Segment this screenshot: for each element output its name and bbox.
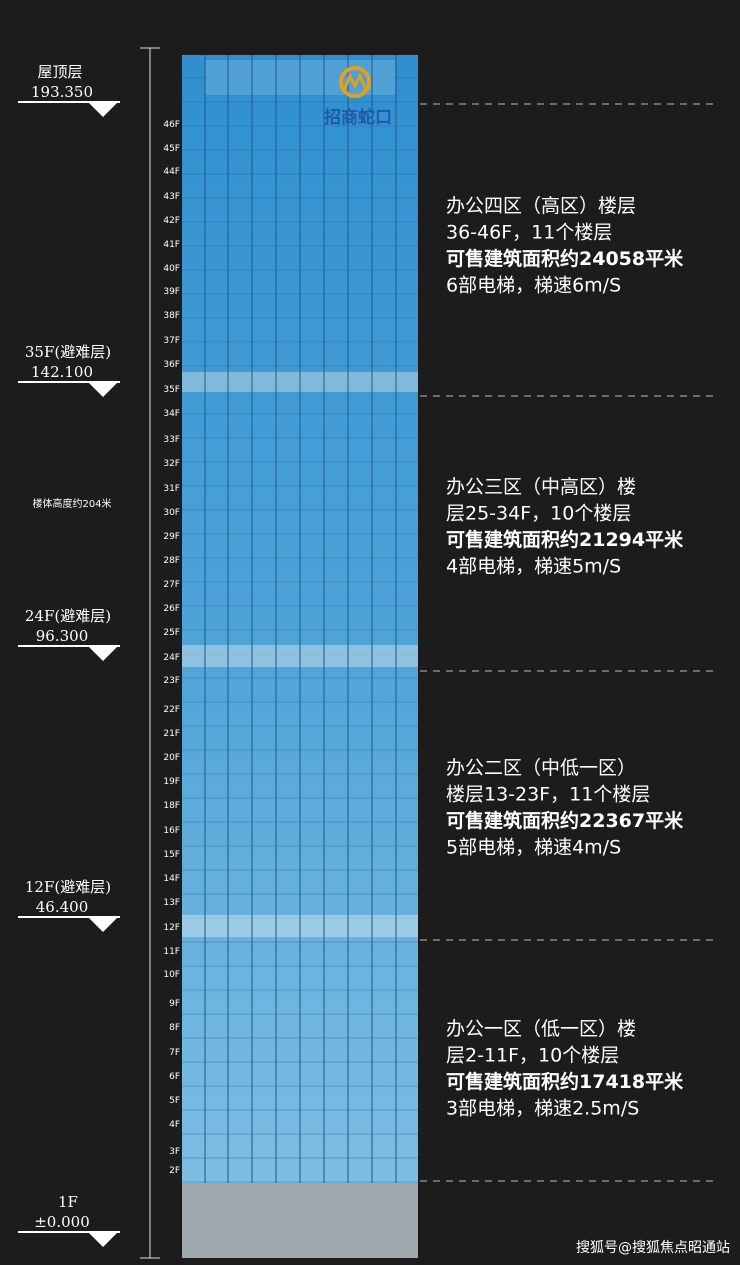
zone-line: 办公一区（低一区）楼	[446, 1018, 636, 1040]
marker-elevation: 96.300	[36, 627, 89, 645]
marker-elevation: 142.100	[31, 363, 93, 381]
scale-line	[140, 47, 160, 1259]
watermark: 搜狐号@搜狐焦点昭通站	[576, 1240, 730, 1256]
floor-label: 42F	[163, 216, 180, 226]
floor-label: 3F	[169, 1147, 180, 1157]
zone-line: 办公四区（高区）楼层	[446, 195, 636, 217]
floor-label: 30F	[163, 508, 180, 518]
floor-label: 29F	[163, 532, 180, 542]
marker-arrow	[88, 382, 118, 397]
floor-label: 9F	[169, 999, 180, 1009]
marker-arrow	[88, 646, 118, 661]
zone-line: 层2-11F，10个楼层	[446, 1045, 619, 1067]
marker-label: 1F	[58, 1193, 78, 1211]
floor-label: 34F	[163, 409, 180, 419]
floor-label: 32F	[163, 459, 180, 469]
floor-label: 20F	[163, 753, 180, 763]
marker-label: 35F(避难层)	[25, 343, 111, 361]
zone-line: 楼层13-23F，11个楼层	[446, 784, 650, 806]
marker-label: 屋顶层	[37, 63, 82, 81]
floor-label: 13F	[163, 898, 180, 908]
height-note: 楼体高度约204米	[32, 497, 111, 510]
marker-arrow	[88, 917, 118, 932]
floor-label: 25F	[163, 628, 180, 638]
zone-line: 4部电梯，梯速5m/S	[446, 556, 621, 578]
marker-elevation: 46.400	[36, 898, 89, 916]
floor-label: 12F	[163, 923, 180, 933]
floor-label: 43F	[163, 192, 180, 202]
zone-line: 办公二区（中低一区）	[446, 757, 636, 779]
floor-label: 7F	[169, 1048, 180, 1058]
floor-label: 21F	[163, 729, 180, 739]
floor-label: 41F	[163, 240, 180, 250]
floor-label: 8F	[169, 1023, 180, 1033]
floor-label: 16F	[163, 826, 180, 836]
zone-line: 可售建筑面积约21294平米	[446, 528, 684, 551]
floor-label: 46F	[163, 120, 180, 130]
floor-label: 4F	[169, 1120, 180, 1130]
marker-arrow	[88, 102, 118, 117]
zone-line: 可售建筑面积约24058平米	[446, 247, 684, 270]
floor-label: 26F	[163, 604, 180, 614]
floor-label: 18F	[163, 801, 180, 811]
floor-label: 24F	[163, 653, 180, 663]
floor-label: 37F	[163, 336, 180, 346]
building	[182, 55, 418, 1258]
floor-label: 35F	[163, 385, 180, 395]
floor-label: 31F	[163, 484, 180, 494]
floor-label: 27F	[163, 580, 180, 590]
floor-label: 38F	[163, 311, 180, 321]
floor-label: 19F	[163, 777, 180, 787]
floor-label: 45F	[163, 144, 180, 154]
zone-line: 36-46F，11个楼层	[446, 222, 612, 244]
marker-elevation: ±0.000	[34, 1213, 90, 1231]
zone-line: 办公三区（中高区）楼	[446, 476, 636, 498]
floor-label: 6F	[169, 1072, 180, 1082]
floor-label: 14F	[163, 874, 180, 884]
marker-label: 24F(避难层)	[25, 607, 111, 625]
floor-label: 22F	[163, 705, 180, 715]
zone-line: 5部电梯，梯速4m/S	[446, 837, 621, 859]
marker-label: 12F(避难层)	[25, 878, 111, 896]
floor-label: 36F	[163, 360, 180, 370]
floor-label: 33F	[163, 435, 180, 445]
floor-label: 28F	[163, 556, 180, 566]
zone-line: 6部电梯，梯速6m/S	[446, 275, 621, 297]
floor-label: 39F	[163, 287, 180, 297]
marker-elevation: 193.350	[31, 83, 93, 101]
zone-line: 3部电梯，梯速2.5m/S	[446, 1098, 639, 1120]
floor-label: 2F	[169, 1166, 180, 1176]
floor-label: 15F	[163, 850, 180, 860]
floor-label: 40F	[163, 264, 180, 274]
floor-label: 10F	[163, 970, 180, 980]
floor-label: 44F	[163, 167, 180, 177]
floor-label: 23F	[163, 676, 180, 686]
marker-arrow	[88, 1232, 118, 1247]
floor-label: 5F	[169, 1096, 180, 1106]
logo-text: 招商蛇口	[324, 107, 392, 128]
zone-line: 层25-34F，10个楼层	[446, 503, 631, 525]
zone-line: 可售建筑面积约22367平米	[446, 809, 684, 832]
zone-line: 可售建筑面积约17418平米	[446, 1070, 684, 1093]
floor-label: 11F	[163, 947, 180, 957]
